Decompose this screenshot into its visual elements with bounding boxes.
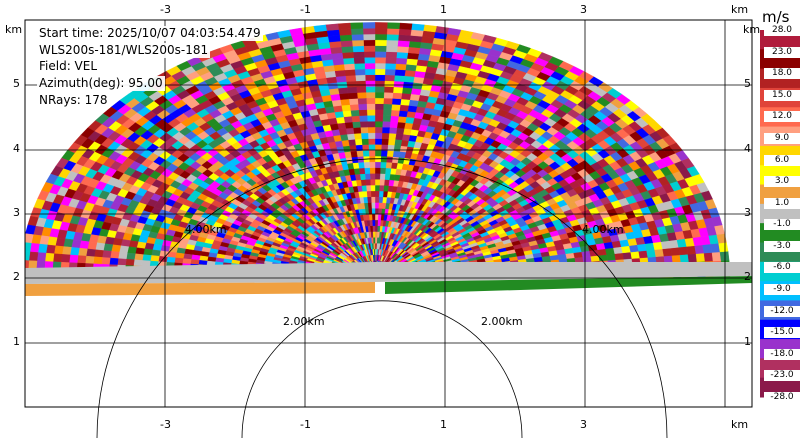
y-unit-right: km bbox=[743, 23, 761, 36]
colorbar-level-label: -3.0 bbox=[764, 240, 800, 252]
colorbar-level-label: -1.0 bbox=[764, 219, 800, 231]
x-unit-top: km bbox=[731, 3, 749, 16]
colorbar-level-label: 1.0 bbox=[764, 197, 800, 209]
colorbar-level-label: 9.0 bbox=[764, 132, 800, 144]
colorbar-level-label: 6.0 bbox=[764, 154, 800, 166]
y-tick-label-left: 2 bbox=[13, 270, 20, 283]
x-tick-label-top: 3 bbox=[580, 3, 587, 16]
colorbar-level-label: 15.0 bbox=[764, 89, 800, 101]
field-label: Field: VEL bbox=[37, 59, 100, 74]
x-tick-label-bottom: -1 bbox=[300, 418, 311, 431]
y-tick-label-right: 3 bbox=[744, 206, 751, 219]
y-tick-label-left: 5 bbox=[13, 77, 20, 90]
colorbar-level-label: 18.0 bbox=[764, 68, 800, 80]
x-tick-label-top: 1 bbox=[440, 3, 447, 16]
colorbar bbox=[760, 30, 800, 398]
colorbar-unit: m/s bbox=[762, 8, 790, 26]
colorbar-level-label: 28.0 bbox=[764, 25, 800, 36]
x-tick-label-top: -3 bbox=[160, 3, 171, 16]
range-ring-label: 4.00km bbox=[185, 223, 227, 236]
y-tick-label-left: 4 bbox=[13, 142, 20, 155]
y-unit-left: km bbox=[5, 23, 23, 36]
y-tick-label-right: 2 bbox=[744, 270, 751, 283]
y-tick-label-right: 5 bbox=[744, 77, 751, 90]
colorbar-level-label: 23.0 bbox=[764, 46, 800, 58]
y-tick-label-right: 1 bbox=[744, 335, 751, 348]
plot-grid bbox=[24, 19, 753, 438]
colorbar-level-label: -12.0 bbox=[764, 305, 800, 317]
colorbar-level-label: -18.0 bbox=[764, 348, 800, 360]
start-time-label: Start time: 2025/10/07 04:03:54.479 bbox=[37, 26, 263, 41]
x-tick-label-top: -1 bbox=[300, 3, 311, 16]
colorbar-level-label: 3.0 bbox=[764, 176, 800, 188]
x-unit-bottom: km bbox=[731, 418, 749, 431]
x-tick-label-bottom: 3 bbox=[580, 418, 587, 431]
x-tick-label-bottom: 1 bbox=[440, 418, 447, 431]
colorbar-level-label: -6.0 bbox=[764, 262, 800, 274]
colorbar-level-label: -9.0 bbox=[764, 284, 800, 296]
range-ring-label: 4.00km bbox=[582, 223, 624, 236]
colorbar-swatch bbox=[760, 203, 800, 224]
y-tick-label-left: 3 bbox=[13, 206, 20, 219]
y-tick-label-left: 1 bbox=[13, 335, 20, 348]
azimuth-label: Azimuth(deg): 95.00 bbox=[37, 76, 165, 91]
velocity-field bbox=[25, 22, 752, 296]
colorbar-level-label: 12.0 bbox=[764, 111, 800, 123]
range-ring-label: 2.00km bbox=[283, 315, 325, 328]
instrument-label: WLS200s-181/WLS200s-181 bbox=[37, 43, 211, 58]
colorbar-level-label: -28.0 bbox=[764, 392, 800, 403]
y-tick-label-right: 4 bbox=[744, 142, 751, 155]
nrays-label: NRays: 178 bbox=[37, 93, 110, 108]
colorbar-level-label: -15.0 bbox=[764, 327, 800, 339]
colorbar-level-label: -23.0 bbox=[764, 370, 800, 382]
range-ring-label: 2.00km bbox=[481, 315, 523, 328]
x-tick-label-bottom: -3 bbox=[160, 418, 171, 431]
